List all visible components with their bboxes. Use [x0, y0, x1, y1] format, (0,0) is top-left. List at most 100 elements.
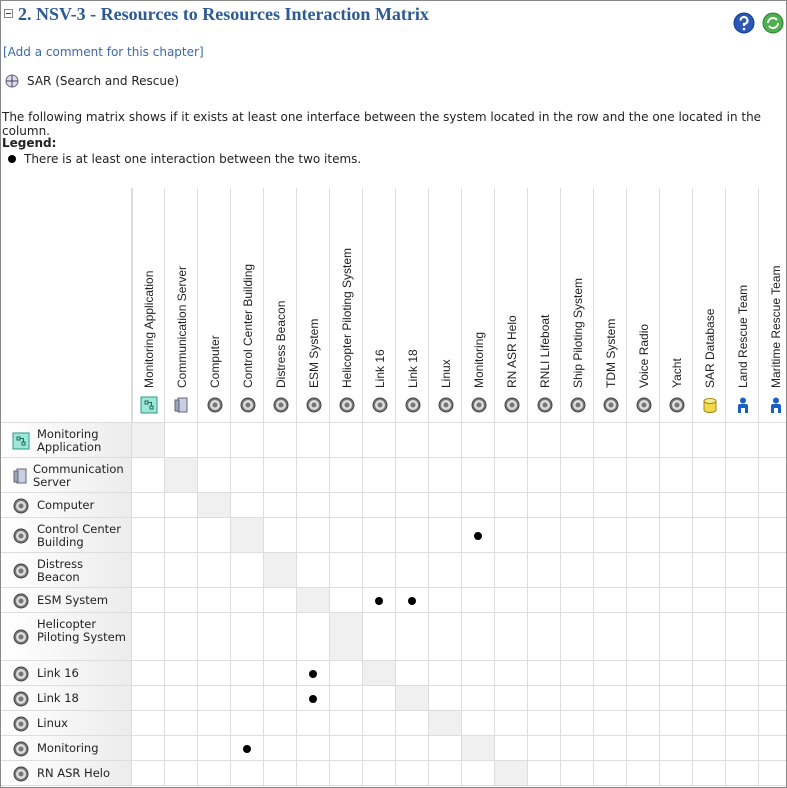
matrix-cell: [429, 613, 462, 661]
database-icon: [703, 398, 717, 413]
matrix-cell: [396, 458, 429, 493]
row-label: Helicopter Piloting System: [37, 616, 126, 644]
matrix-cell: [726, 761, 759, 786]
column-label: SAR Database: [703, 308, 717, 388]
matrix-cell: [495, 761, 528, 786]
matrix-cell: [726, 736, 759, 761]
matrix-cell: [330, 423, 363, 458]
matrix-cell: [528, 553, 561, 588]
help-icon[interactable]: [733, 12, 755, 34]
row-label: Link 16: [37, 666, 79, 680]
matrix-cell: [462, 613, 495, 661]
interaction-dot: [474, 531, 482, 540]
matrix-cell: [594, 661, 627, 686]
matrix-cell: [165, 661, 198, 686]
matrix-cell: [231, 493, 264, 518]
matrix-cell: [561, 518, 594, 553]
column-header: [759, 188, 786, 423]
column-header: [396, 188, 429, 423]
person-icon: [738, 397, 748, 413]
matrix-cell: [528, 711, 561, 736]
matrix-cell: [231, 661, 264, 686]
gear-icon: [13, 528, 29, 543]
column-header: [198, 188, 231, 423]
matrix-cell: [198, 661, 231, 686]
column-label: Maritime Rescue Team: [769, 265, 783, 388]
matrix-cell: [594, 588, 627, 613]
matrix-cell: [462, 686, 495, 711]
gear-icon: [306, 397, 322, 413]
matrix-cell: [693, 458, 726, 493]
interaction-dot: [408, 596, 416, 605]
matrix-cell: [363, 686, 396, 711]
matrix-cell: [627, 588, 660, 613]
gear-icon: [339, 397, 355, 413]
matrix-cell: [660, 661, 693, 686]
matrix-cell: [198, 423, 231, 458]
matrix-cell: [363, 588, 396, 613]
matrix-cell: [264, 458, 297, 493]
matrix-cell: [627, 518, 660, 553]
gear-icon: [240, 397, 256, 413]
column-header: [693, 188, 726, 423]
corner-cell: [1, 188, 132, 423]
interaction-dot: [375, 596, 383, 605]
matrix: Monitoring Application Communication Serv…: [1, 188, 786, 787]
matrix-cell: [363, 553, 396, 588]
matrix-cell: [132, 711, 165, 736]
matrix-cell: [330, 588, 363, 613]
matrix-cell: [363, 613, 396, 661]
matrix-cell: [660, 493, 693, 518]
matrix-cell: [297, 736, 330, 761]
column-header: [660, 188, 693, 423]
matrix-cell: [726, 686, 759, 711]
interaction-dot: [243, 744, 251, 753]
column-label: Ship Piloting System: [571, 277, 585, 388]
matrix-cell: [165, 588, 198, 613]
gear-icon: [570, 397, 586, 413]
matrix-cell: [528, 736, 561, 761]
matrix-cell: [627, 761, 660, 786]
column-label: Distress Beacon: [274, 300, 288, 388]
matrix-cell: [165, 518, 198, 553]
matrix-cell: [165, 423, 198, 458]
matrix-cell: [660, 588, 693, 613]
matrix-cell: [198, 518, 231, 553]
matrix-cell: [363, 761, 396, 786]
column-label: Linux: [439, 359, 453, 388]
column-header: [495, 188, 528, 423]
add-comment-link[interactable]: [Add a comment for this chapter]: [3, 45, 204, 59]
matrix-cell: [726, 661, 759, 686]
matrix-cell: [693, 553, 726, 588]
chapter-title: 2. NSV-3 - Resources to Resources Intera…: [18, 4, 429, 24]
matrix-cell: [165, 686, 198, 711]
matrix-cell: [726, 423, 759, 458]
matrix-cell: [561, 458, 594, 493]
matrix-cell: [396, 588, 429, 613]
matrix-cell: [231, 518, 264, 553]
matrix-cell: [198, 613, 231, 661]
matrix-cell: [528, 613, 561, 661]
matrix-cell: [495, 553, 528, 588]
column-header: [726, 188, 759, 423]
column-label: Monitoring Application: [142, 270, 156, 388]
matrix-cell: [198, 553, 231, 588]
matrix-cell: [330, 518, 363, 553]
matrix-cell: [660, 553, 693, 588]
row-header: [1, 588, 132, 613]
matrix-cell: [330, 493, 363, 518]
collapse-toggle[interactable]: [4, 9, 14, 19]
matrix-cell: [693, 613, 726, 661]
matrix-cell: [132, 761, 165, 786]
matrix-cell: [594, 761, 627, 786]
matrix-cell: [627, 686, 660, 711]
matrix-cell: [660, 686, 693, 711]
matrix-cell: [132, 736, 165, 761]
matrix-cell: [660, 613, 693, 661]
column-header: [627, 188, 660, 423]
row-label: Linux: [37, 716, 68, 730]
matrix-cell: [561, 736, 594, 761]
row-label: Communication Server: [33, 461, 124, 489]
refresh-icon[interactable]: [762, 12, 784, 34]
matrix-cell: [627, 423, 660, 458]
